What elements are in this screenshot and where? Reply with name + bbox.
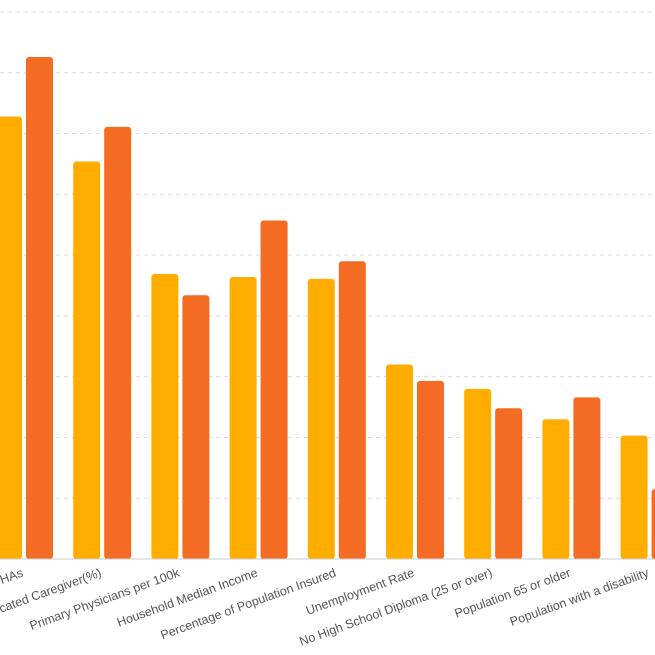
bar [573,397,601,559]
bar [386,364,413,559]
bar [229,276,257,559]
bar [495,408,523,559]
bar [651,489,655,559]
bar [542,419,570,559]
bar [104,126,132,560]
x-tick-label: HAs [0,566,25,587]
bar [260,220,288,559]
bar [73,161,101,559]
bar [620,435,648,559]
bar [26,56,53,559]
bar [464,388,492,559]
bar [417,380,444,559]
x-tick-label: Population with a disability [508,565,651,629]
bar [307,278,335,559]
x-tick-label: Primary Physicians per 100k [28,565,182,633]
bar [182,295,210,559]
bar [151,273,179,559]
bar [0,116,22,559]
bar [338,261,366,559]
